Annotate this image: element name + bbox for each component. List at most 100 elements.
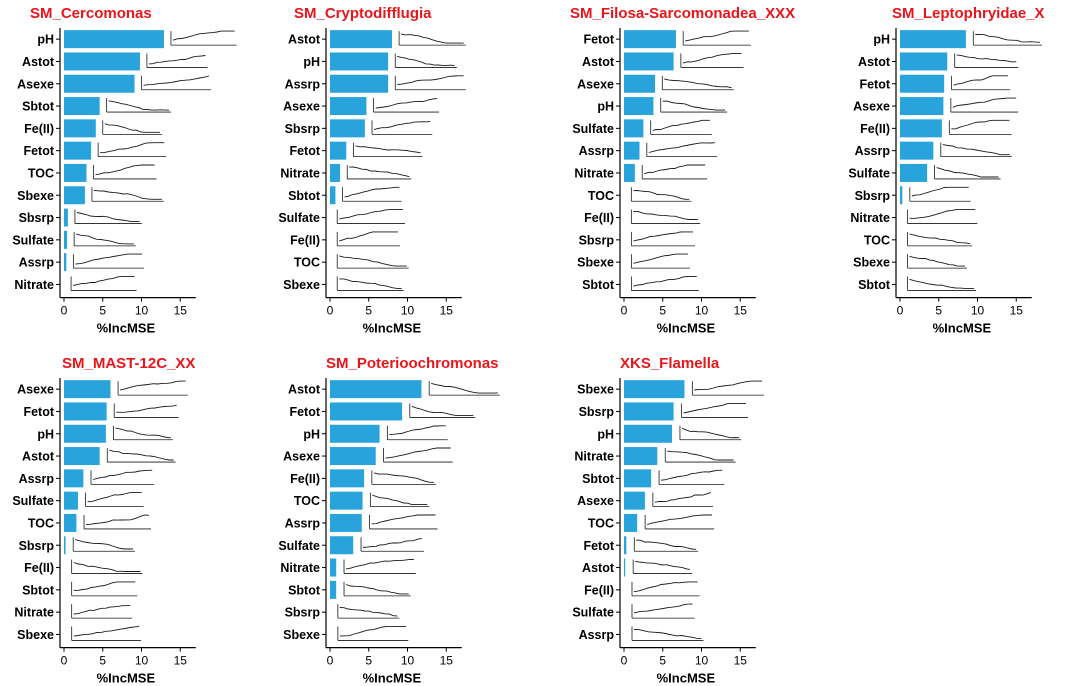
- panel-6: SM_Poterioochromonas Astot Fetot pH Asexe Fe(…: [278, 355, 500, 686]
- panel-title: SM_Filosa-Sarcomonadea_XXX: [570, 5, 795, 22]
- category-label: Nitrate: [14, 606, 54, 620]
- x-tick-label: 0: [61, 304, 68, 318]
- panel-7: XKS_Flamella Sbexe Sbsrp pH Nitrate Sbtot Asex…: [572, 355, 764, 686]
- category-label: Astot: [582, 561, 615, 575]
- category-label: pH: [597, 100, 614, 114]
- category-label: Sbtot: [582, 278, 615, 292]
- category-label: Sulfate: [12, 233, 54, 247]
- category-label: Sbsrp: [579, 233, 615, 247]
- response-curve: [644, 164, 706, 175]
- response-curve: [87, 492, 142, 503]
- response-curve: [73, 562, 141, 572]
- response-curve: [646, 514, 713, 525]
- category-label: Assrp: [285, 516, 321, 530]
- bar: [64, 141, 92, 160]
- category-label: Sbsrp: [855, 189, 891, 203]
- bar: [64, 447, 100, 466]
- response-curve: [685, 30, 749, 42]
- category-label: Sbexe: [17, 189, 54, 203]
- response-curve: [115, 427, 171, 439]
- response-curve: [909, 255, 966, 267]
- response-curve: [909, 209, 976, 219]
- panel-title: XKS_Flamella: [620, 355, 720, 372]
- response-curve: [93, 189, 162, 200]
- x-tick-label: 0: [327, 654, 334, 668]
- bar: [624, 558, 626, 577]
- category-label: Fetot: [859, 77, 890, 91]
- response-curve: [648, 142, 715, 153]
- x-tick-label: 15: [440, 654, 454, 668]
- category-label: Assrp: [19, 256, 55, 270]
- category-label: Asexe: [283, 450, 320, 464]
- category-label: TOC: [294, 494, 320, 508]
- response-curve: [148, 55, 206, 65]
- bar: [64, 163, 87, 182]
- bar: [64, 469, 84, 488]
- response-curve: [100, 142, 165, 154]
- bar: [330, 141, 347, 160]
- category-label: Assrp: [579, 144, 615, 158]
- category-label: Fetot: [23, 405, 54, 419]
- x-tick-label: 5: [365, 304, 372, 318]
- response-curve: [654, 492, 712, 503]
- category-label: Fe(II): [290, 472, 320, 486]
- category-label: Fetot: [583, 539, 614, 553]
- bar: [330, 536, 354, 555]
- response-curve: [942, 144, 1010, 156]
- category-label: TOC: [294, 256, 320, 270]
- category-label: pH: [597, 427, 614, 441]
- response-curve: [633, 231, 693, 242]
- x-tick-label: 0: [897, 304, 904, 318]
- x-tick-label: 0: [621, 654, 628, 668]
- response-curve: [633, 581, 698, 593]
- category-label: Sbexe: [577, 383, 614, 397]
- panel-title: SM_Poterioochromonas: [326, 355, 499, 372]
- response-curve: [660, 469, 723, 481]
- category-label: pH: [37, 427, 54, 441]
- response-curve: [172, 30, 235, 41]
- response-curve: [95, 164, 155, 176]
- bar: [64, 380, 111, 399]
- response-curve: [73, 625, 140, 637]
- category-label: Sulfate: [278, 211, 320, 225]
- bar: [330, 74, 389, 93]
- category-label: Sbexe: [853, 256, 890, 270]
- category-label: Assrp: [285, 77, 321, 91]
- bar: [900, 74, 945, 93]
- response-curve: [682, 52, 742, 64]
- response-curve: [104, 123, 160, 133]
- category-label: Sbexe: [283, 628, 320, 642]
- bar: [900, 52, 948, 71]
- bar: [64, 208, 68, 227]
- x-tick-label: 5: [99, 304, 106, 318]
- bar: [330, 513, 362, 532]
- response-curve: [909, 233, 971, 245]
- x-tick-label: 5: [659, 654, 666, 668]
- category-label: Sulfate: [278, 539, 320, 553]
- response-curve: [92, 469, 153, 480]
- bar: [624, 119, 644, 138]
- response-curve: [73, 604, 131, 615]
- category-label: Nitrate: [280, 561, 320, 575]
- bar: [330, 469, 365, 488]
- category-label: Sulfate: [572, 606, 614, 620]
- category-label: Assrp: [855, 144, 891, 158]
- bar: [624, 513, 638, 532]
- bar: [330, 558, 337, 577]
- bar: [900, 119, 942, 138]
- category-label: Fetot: [289, 405, 320, 419]
- response-curve: [355, 145, 421, 154]
- response-curve: [345, 584, 409, 595]
- bar: [64, 30, 164, 49]
- x-tick-label: 5: [99, 654, 106, 668]
- panel-3: SM_Filosa-Sarcomonadea_XXX Fetot Astot Asex…: [570, 5, 795, 336]
- bar: [64, 119, 96, 138]
- x-tick-label: 10: [135, 304, 149, 318]
- category-label: Fe(II): [860, 122, 890, 136]
- x-axis-label: %IncMSE: [933, 321, 992, 336]
- x-tick-label: 10: [695, 654, 709, 668]
- x-tick-label: 15: [734, 304, 748, 318]
- category-label: pH: [303, 55, 320, 69]
- bar: [330, 52, 389, 71]
- bar: [624, 536, 627, 555]
